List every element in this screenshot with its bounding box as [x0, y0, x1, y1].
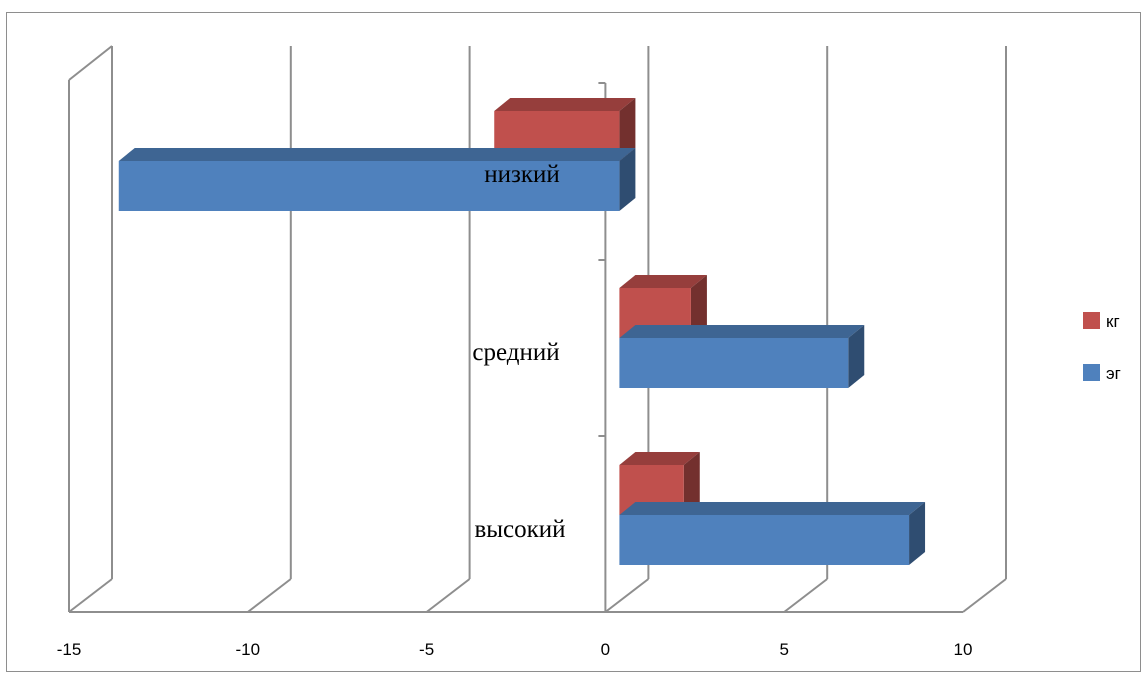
category-label-1: средний	[472, 339, 559, 366]
bar-эг-средний	[619, 338, 849, 388]
legend-swatch-эг	[1083, 364, 1100, 381]
bar-кг-средний-top	[619, 275, 707, 288]
floor-line-0	[604, 578, 650, 613]
bar-эг-высокий-side	[909, 502, 926, 565]
bar-эг-низкий	[118, 161, 620, 211]
legend-swatch-кг	[1083, 312, 1100, 329]
floor-line--5	[425, 578, 471, 613]
x-tick-label-5: 5	[779, 640, 788, 659]
bar-кг-высокий-side	[683, 452, 700, 515]
x-tick-label--5: -5	[419, 640, 434, 659]
bar-кг-низкий-top	[494, 98, 636, 111]
bar-кг-низкий-side	[619, 98, 636, 161]
floor-line-5	[783, 578, 828, 613]
bar-эг-высокий	[619, 515, 910, 565]
side-wall-top	[68, 45, 113, 81]
floor-line-10	[962, 578, 1007, 613]
bar-эг-низкий-side	[619, 148, 636, 211]
bar-эг-высокий-top	[619, 502, 926, 515]
category-label-2: высокий	[474, 516, 565, 543]
legend-label-кг: кг	[1106, 312, 1120, 331]
x-tick-label-10: 10	[954, 640, 973, 659]
category-label-0: низкий	[484, 161, 560, 188]
floor-line--15	[68, 578, 113, 613]
floor-line--10	[247, 578, 292, 613]
x-tick-label--15: -15	[57, 640, 82, 659]
x-tick-label--10: -10	[236, 640, 261, 659]
bar-кг-средний-side	[690, 275, 707, 338]
bar-эг-средний-top	[619, 325, 865, 338]
bar-эг-средний-side	[848, 325, 865, 388]
x-tick-label-0: 0	[601, 640, 610, 659]
bar-кг-высокий-top	[619, 452, 700, 465]
bar-эг-низкий-top	[118, 148, 636, 161]
legend-label-эг: эг	[1106, 364, 1121, 383]
